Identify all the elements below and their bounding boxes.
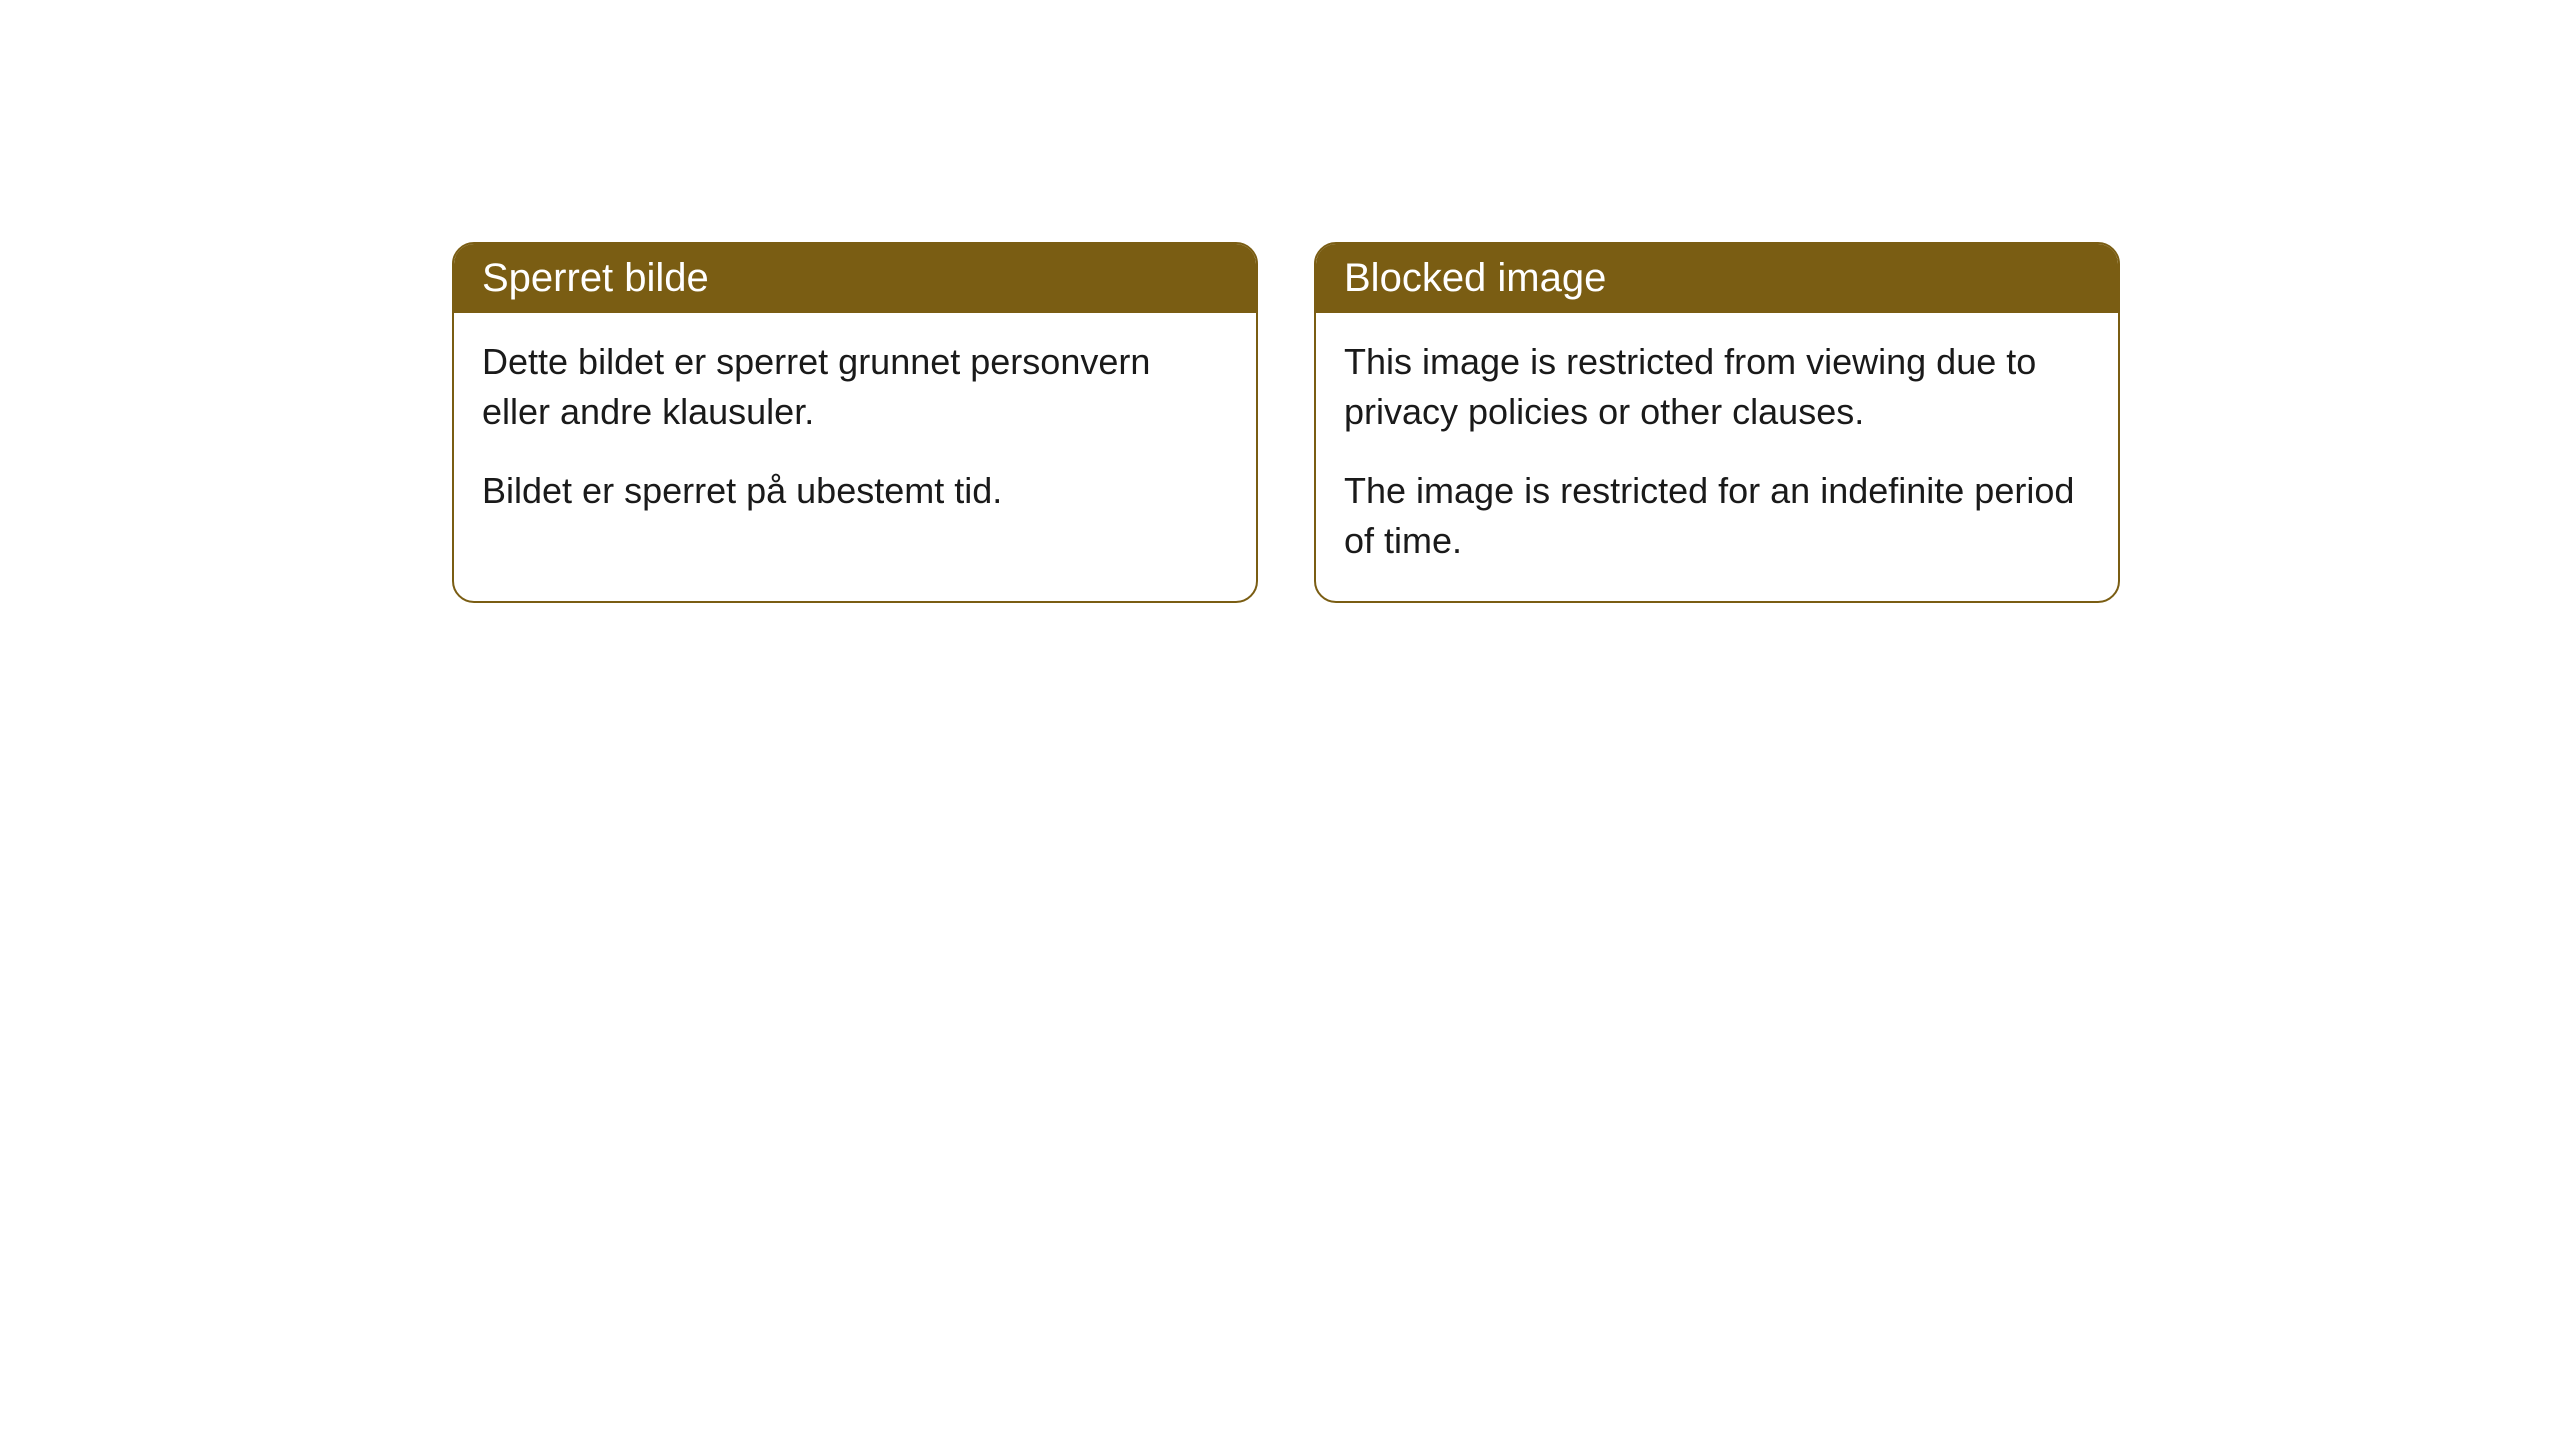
card-body-norwegian: Dette bildet er sperret grunnet personve…	[454, 313, 1256, 550]
card-paragraph: This image is restricted from viewing du…	[1344, 337, 2090, 438]
cards-container: Sperret bilde Dette bildet er sperret gr…	[452, 242, 2120, 603]
card-paragraph: Bildet er sperret på ubestemt tid.	[482, 466, 1228, 516]
card-header-english: Blocked image	[1316, 244, 2118, 313]
card-paragraph: Dette bildet er sperret grunnet personve…	[482, 337, 1228, 438]
card-header-norwegian: Sperret bilde	[454, 244, 1256, 313]
card-body-english: This image is restricted from viewing du…	[1316, 313, 2118, 601]
blocked-image-card-norwegian: Sperret bilde Dette bildet er sperret gr…	[452, 242, 1258, 603]
blocked-image-card-english: Blocked image This image is restricted f…	[1314, 242, 2120, 603]
card-paragraph: The image is restricted for an indefinit…	[1344, 466, 2090, 567]
